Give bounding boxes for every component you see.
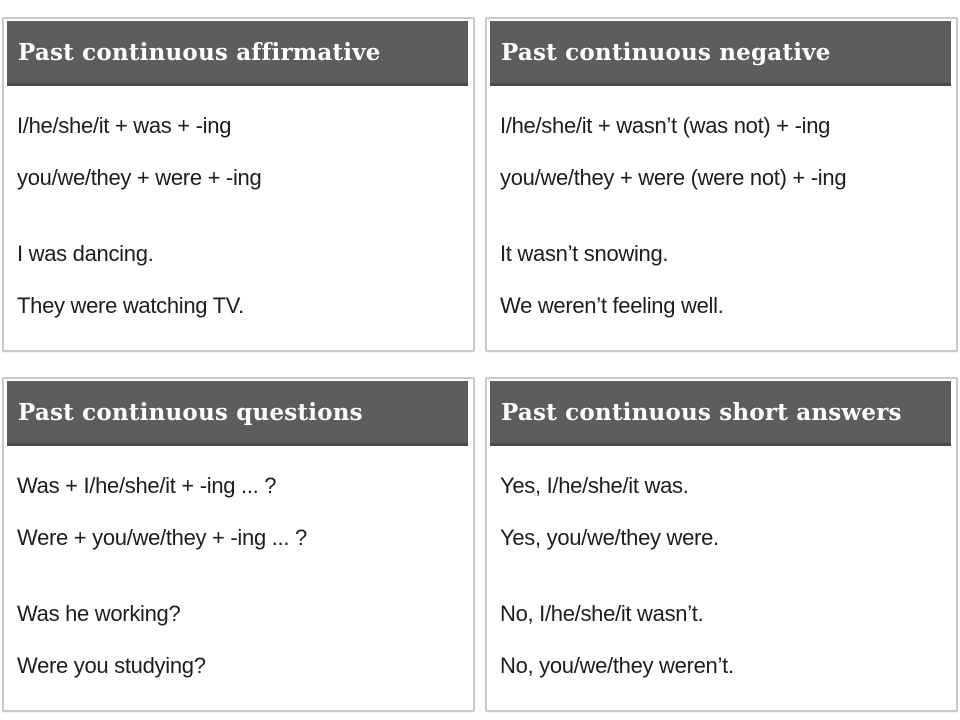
grammar-card-questions: Past continuous questions Was + I/he/she… bbox=[2, 377, 475, 712]
card-grid: Past continuous affirmative I/he/she/it … bbox=[2, 17, 958, 712]
grammar-card-short-answers: Past continuous short answers Yes, I/he/… bbox=[485, 377, 958, 712]
card-title: Past continuous affirmative bbox=[18, 38, 381, 66]
example-line: They were watching TV. bbox=[17, 293, 244, 318]
card-header-bar: Past continuous affirmative bbox=[7, 21, 468, 86]
example-line: No, you/we/they weren’t. bbox=[500, 653, 734, 678]
example-line: We weren’t feeling well. bbox=[500, 293, 724, 318]
formula-block: I/he/she/it + was + -ing you/we/they + w… bbox=[17, 100, 459, 204]
formula-line: I/he/she/it + wasn’t (was not) + -ing bbox=[500, 113, 831, 138]
card-header-bar: Past continuous short answers bbox=[490, 381, 951, 446]
grammar-card-negative: Past continuous negative I/he/she/it + w… bbox=[485, 17, 958, 352]
formula-line: you/we/they + were (were not) + -ing bbox=[500, 165, 847, 190]
example-line: Was he working? bbox=[17, 601, 181, 626]
card-title: Past continuous short answers bbox=[501, 398, 902, 426]
example-line: It wasn’t snowing. bbox=[500, 241, 669, 266]
formula-line: Yes, you/we/they were. bbox=[500, 525, 719, 550]
formula-line: Yes, I/he/she/it was. bbox=[500, 473, 689, 498]
formula-line: I/he/she/it + was + -ing bbox=[17, 113, 232, 138]
formula-block: Was + I/he/she/it + -ing ... ? Were + yo… bbox=[17, 460, 459, 564]
example-block: No, I/he/she/it wasn’t. No, you/we/they … bbox=[500, 588, 942, 692]
example-line: Were you studying? bbox=[17, 653, 206, 678]
example-block: It wasn’t snowing. We weren’t feeling we… bbox=[500, 228, 942, 332]
card-body: Yes, I/he/she/it was. Yes, you/we/they w… bbox=[487, 446, 956, 692]
example-line: I was dancing. bbox=[17, 241, 154, 266]
example-line: No, I/he/she/it wasn’t. bbox=[500, 601, 704, 626]
card-body: I/he/she/it + wasn’t (was not) + -ing yo… bbox=[487, 86, 956, 332]
formula-block: Yes, I/he/she/it was. Yes, you/we/they w… bbox=[500, 460, 942, 564]
card-body: I/he/she/it + was + -ing you/we/they + w… bbox=[4, 86, 473, 332]
formula-line: Was + I/he/she/it + -ing ... ? bbox=[17, 473, 277, 498]
card-header-bar: Past continuous negative bbox=[490, 21, 951, 86]
example-block: Was he working? Were you studying? bbox=[17, 588, 459, 692]
card-header-bar: Past continuous questions bbox=[7, 381, 468, 446]
formula-line: Were + you/we/they + -ing ... ? bbox=[17, 525, 307, 550]
example-block: I was dancing. They were watching TV. bbox=[17, 228, 459, 332]
card-body: Was + I/he/she/it + -ing ... ? Were + yo… bbox=[4, 446, 473, 692]
card-title: Past continuous questions bbox=[18, 398, 363, 426]
grammar-card-affirmative: Past continuous affirmative I/he/she/it … bbox=[2, 17, 475, 352]
formula-line: you/we/they + were + -ing bbox=[17, 165, 262, 190]
formula-block: I/he/she/it + wasn’t (was not) + -ing yo… bbox=[500, 100, 942, 204]
card-title: Past continuous negative bbox=[501, 38, 831, 66]
